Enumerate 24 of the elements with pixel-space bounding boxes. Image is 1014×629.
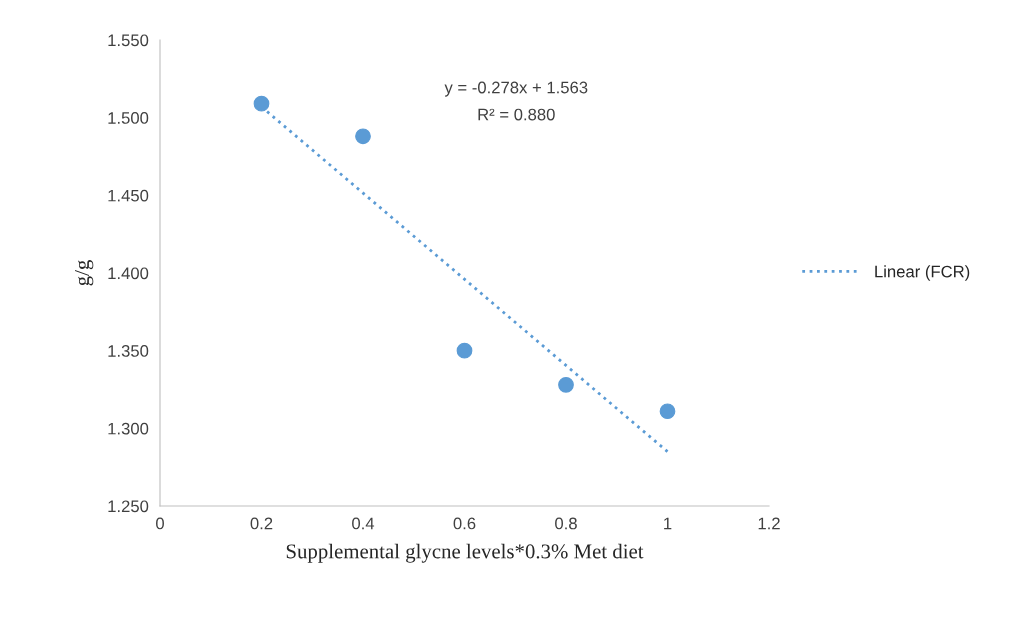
point [456,342,473,359]
x-axis-title: Supplemental glycne levels*0.3% Met diet [286,543,644,563]
y-tick-label: 1.350 [108,345,149,357]
point [355,128,371,145]
x-tick-label: 0.6 [453,517,476,530]
point [659,403,676,420]
point [558,376,574,393]
y-tick-label: 1.500 [108,112,149,124]
y-tick-label: 1.400 [108,267,149,280]
annotation: R² = 0.880 [478,108,555,121]
x-tick-label: 1 [664,517,672,530]
annotation: y = -0.278x + 1.563 [444,81,588,97]
legend-label: Linear (FCR) [875,265,970,281]
x-tick-label: 0.2 [250,517,273,530]
x-tick-label: 1.2 [758,517,780,530]
y-tick-label: 1.450 [108,189,149,202]
y-tick-label: 1.250 [108,500,149,513]
x-tick-label: 0 [156,517,164,530]
x-tick-label: 0.8 [555,517,577,530]
y-axis-title: g/g [75,260,94,286]
x-tick-label: 0.4 [352,517,375,530]
point [253,95,270,112]
y-tick-label: 1.300 [108,422,149,435]
y-tick-label: 1.550 [108,34,149,47]
